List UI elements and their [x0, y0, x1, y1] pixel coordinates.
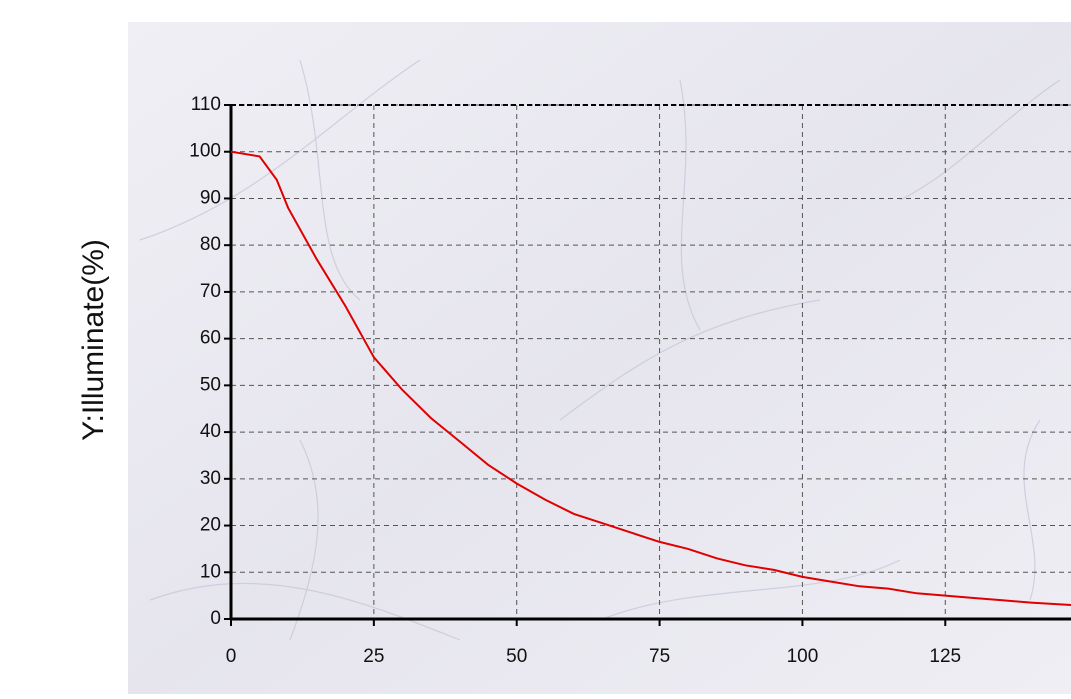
x-tick-label: 125 — [929, 646, 961, 667]
x-tick-label: 75 — [649, 646, 670, 667]
y-tick-label: 30 — [200, 468, 221, 489]
plot-background — [128, 22, 1071, 694]
y-axis-label: Y:Illuminate(%) — [77, 239, 110, 441]
data-line — [230, 150, 1071, 606]
y-tick-label: 50 — [200, 374, 221, 395]
marble-texture — [139, 59, 1061, 641]
y-tick-label: 80 — [200, 234, 221, 255]
y-tick-label: 10 — [200, 561, 221, 582]
y-tick-label: 0 — [210, 608, 221, 629]
x-tick-label: 0 — [226, 646, 237, 667]
y-tick-label: 110 — [191, 94, 221, 115]
x-tick-label: 100 — [787, 646, 819, 667]
x-tick-label: 50 — [506, 646, 527, 667]
y-tick-label: 90 — [200, 187, 221, 208]
y-tick-label: 60 — [200, 328, 221, 349]
y-tick-label: 20 — [200, 515, 221, 536]
y-tick-label: 40 — [200, 421, 221, 442]
x-tick-label: 25 — [363, 646, 384, 667]
y-tick-label: 70 — [200, 281, 221, 302]
y-tick-label: 100 — [189, 141, 221, 162]
